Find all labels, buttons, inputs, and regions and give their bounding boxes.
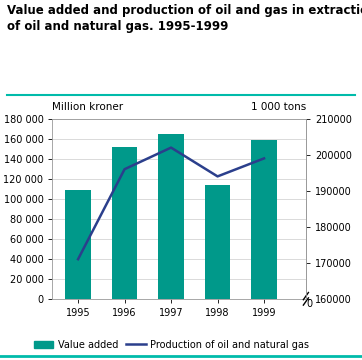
Text: 1 000 tons: 1 000 tons (251, 102, 306, 112)
Text: 0: 0 (306, 299, 312, 309)
Bar (251, 140, 277, 299)
Text: Million kroner: Million kroner (52, 102, 123, 112)
Bar (205, 185, 230, 299)
Bar (112, 147, 137, 299)
Bar (65, 190, 91, 299)
Bar (158, 134, 184, 299)
Legend: Value added, Production of oil and natural gas: Value added, Production of oil and natur… (34, 340, 310, 350)
Text: Value added and production of oil and gas in extraction
of oil and natural gas. : Value added and production of oil and ga… (7, 4, 362, 33)
